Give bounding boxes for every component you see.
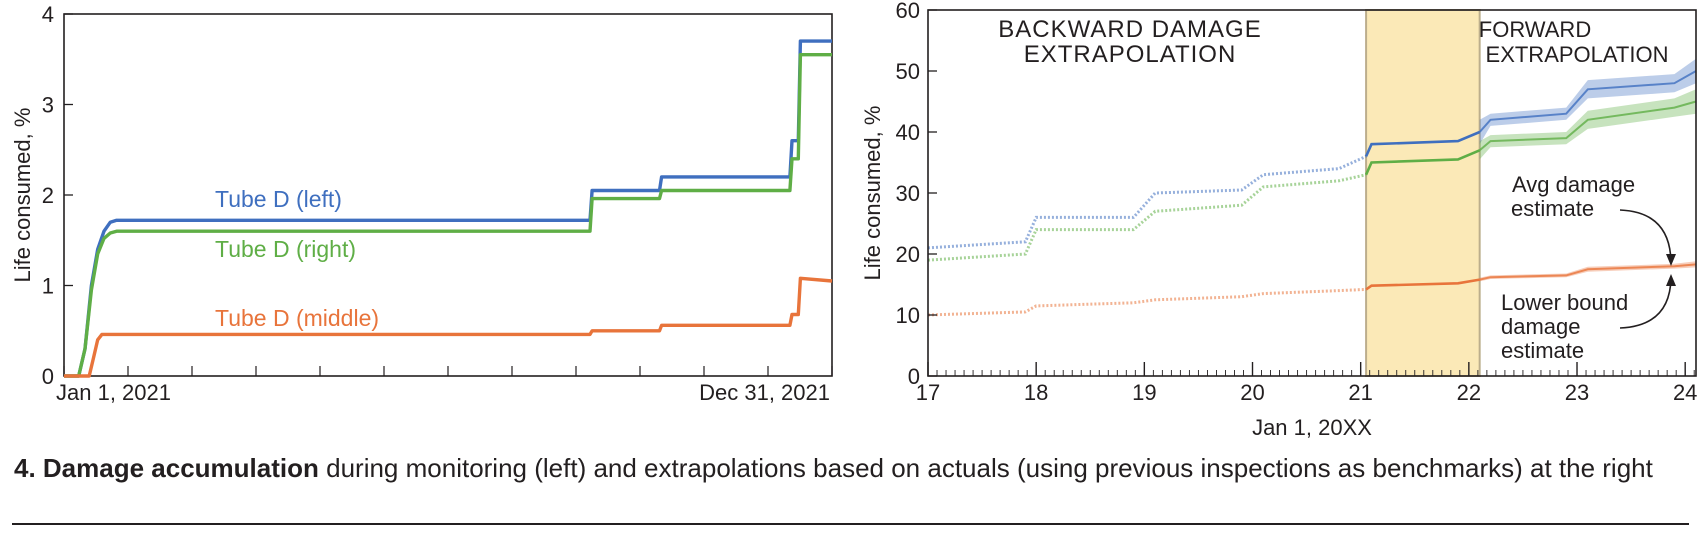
backward-extrapolation-label-1: BACKWARD DAMAGE [998, 16, 1261, 43]
right-y-tick-label: 0 [908, 364, 920, 389]
forward-series-line-0 [1478, 70, 1697, 133]
avg-damage-arrow-line [1619, 209, 1672, 263]
right-y-tick-label: 20 [896, 242, 920, 267]
monitoring-period-band [1365, 9, 1481, 377]
right-x-tick-label: 23 [1565, 380, 1589, 405]
right-x-tick-label: 24 [1673, 380, 1697, 405]
right-x-tick-label: 22 [1457, 380, 1481, 405]
caption-number-title: 4. Damage accumulation [14, 453, 319, 483]
lower-bound-arrowhead [1666, 274, 1676, 286]
caption-rule [12, 523, 1689, 525]
right-y-tick-label: 50 [896, 59, 920, 84]
right-x-tick-label: 20 [1240, 380, 1264, 405]
forward-extrapolation-label-1: FORWARD [1479, 17, 1591, 42]
right-y-axis-label: Life consumed, % [860, 106, 885, 281]
left-y-tick-label: 4 [42, 2, 54, 27]
monitored-series-line-2 [1365, 278, 1480, 291]
left-y-tick-label: 2 [42, 183, 54, 208]
backward-series-line-0 [927, 155, 1367, 250]
backward-extrapolation-label-2: EXTRAPOLATION [1024, 41, 1237, 68]
backward-series-line-2 [927, 287, 1367, 317]
avg-damage-label-1: Avg damage [1512, 172, 1635, 197]
lower-bound-label-3: estimate [1501, 338, 1584, 363]
forward-band-0 [1479, 58, 1696, 145]
forward-band-1 [1479, 89, 1696, 160]
right-x-tick-label: 21 [1348, 380, 1372, 405]
left-series-label-1: Tube D (right) [215, 236, 356, 262]
left-series-line-1 [64, 53, 832, 378]
left-series-line-2 [64, 276, 833, 378]
left-y-axis-label: Life consumed, % [10, 108, 35, 283]
forward-band-2 [1479, 261, 1696, 282]
left-x-tick-label-start: Jan 1, 2021 [56, 380, 171, 405]
left-x-tick-label-end: Dec 31, 2021 [699, 380, 830, 405]
avg-damage-arrowhead [1666, 254, 1676, 266]
caption-text: during monitoring (left) and extrapolati… [318, 453, 1653, 483]
monitored-series-line-1 [1364, 149, 1481, 176]
figure-caption: 4. Damage accumulation during monitoring… [14, 452, 1674, 484]
left-plot-frame [63, 13, 833, 377]
right-x-tick-label: 19 [1132, 380, 1156, 405]
left-y-tick-label: 1 [42, 274, 54, 299]
monitored-series-line-0 [1364, 130, 1481, 157]
right-y-tick-label: 40 [896, 120, 920, 145]
left-y-tick-label: 0 [42, 364, 54, 389]
lower-bound-label-1: Lower bound [1501, 290, 1628, 315]
left-series-label-2: Tube D (middle) [215, 305, 379, 331]
lower-bound-label-2: damage [1501, 314, 1581, 339]
right-y-tick-label: 10 [896, 303, 920, 328]
forward-extrapolation-label-2: EXTRAPOLATION [1486, 42, 1669, 67]
left-series-label-0: Tube D (left) [215, 186, 342, 212]
forward-series-line-1 [1479, 100, 1697, 152]
right-y-tick-label: 60 [896, 0, 920, 23]
avg-damage-label-2: estimate [1511, 196, 1594, 221]
right-y-tick-label: 30 [896, 181, 920, 206]
forward-series-line-2 [1479, 263, 1697, 281]
left-chart: 0 1 2 3 4 Jan 1, 2021 Dec 31, 2021 Life consume… [10, 2, 833, 405]
right-x-tick-label: 18 [1024, 380, 1048, 405]
left-y-tick-label: 3 [42, 93, 54, 118]
backward-series-line-1 [927, 173, 1367, 262]
right-x-axis-label: Jan 1, 20XX [1252, 415, 1372, 440]
right-chart: 0 10 20 30 40 50 60 17 18 19 20 21 22 23 24 Jan 1, 20XX… [860, 0, 1697, 440]
lower-bound-arrow-line [1619, 277, 1672, 329]
right-x-tick-label: 17 [916, 380, 940, 405]
